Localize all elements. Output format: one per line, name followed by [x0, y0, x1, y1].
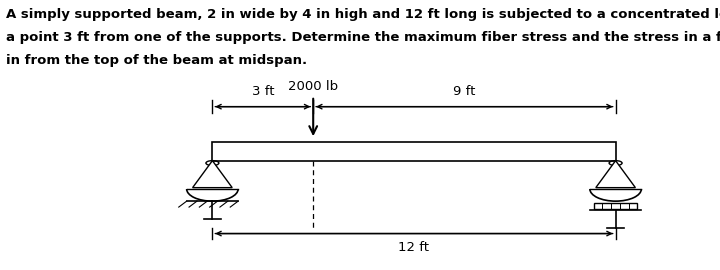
- Text: 9 ft: 9 ft: [453, 85, 476, 98]
- Text: A simply supported beam, 2 in wide by 4 in high and 12 ft long is subjected to a: A simply supported beam, 2 in wide by 4 …: [6, 8, 720, 21]
- Bar: [212, 142, 616, 161]
- Text: 2000 lb: 2000 lb: [288, 80, 338, 93]
- Bar: [594, 202, 637, 209]
- Text: 3 ft: 3 ft: [251, 85, 274, 98]
- Text: 12 ft: 12 ft: [398, 241, 430, 254]
- Polygon shape: [596, 161, 635, 188]
- Text: in from the top of the beam at midspan.: in from the top of the beam at midspan.: [6, 54, 307, 67]
- Polygon shape: [192, 161, 232, 188]
- Text: a point 3 ft from one of the supports. Determine the maximum fiber stress and th: a point 3 ft from one of the supports. D…: [6, 31, 720, 44]
